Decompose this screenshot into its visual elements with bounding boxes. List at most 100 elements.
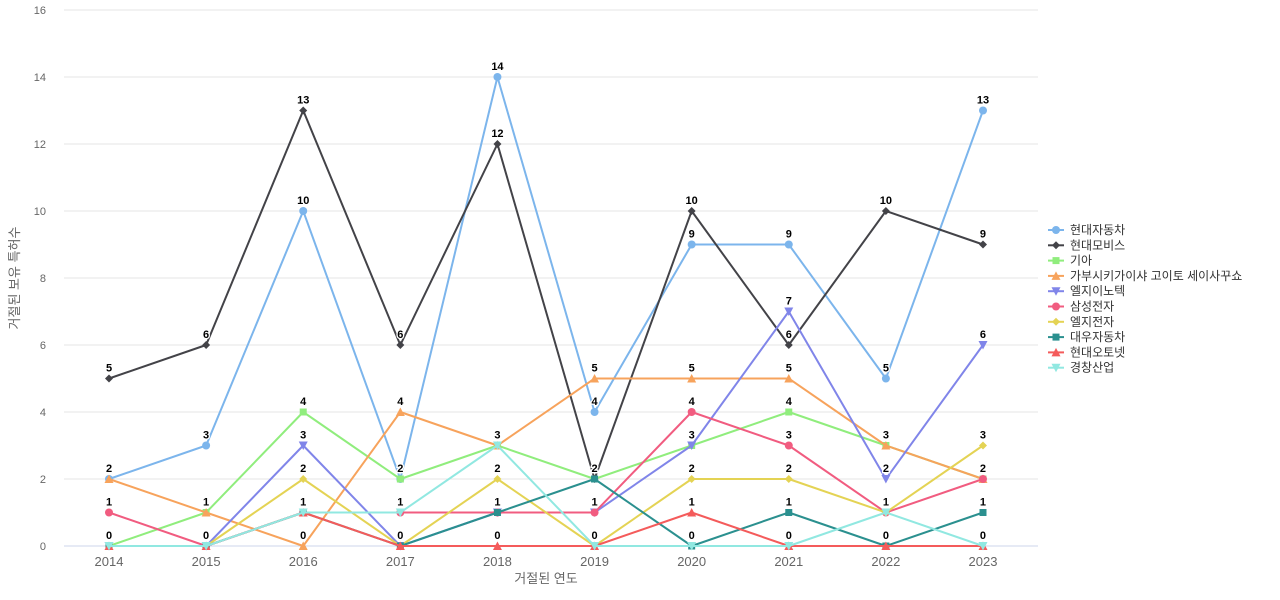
data-point-marker[interactable]: [978, 341, 988, 350]
data-point-marker[interactable]: [978, 475, 987, 483]
data-point-marker[interactable]: [978, 106, 987, 115]
legend-marker-symbol[interactable]: [1052, 317, 1060, 326]
data-point-marker[interactable]: [881, 475, 891, 484]
legend-item-현대오토넷[interactable]: 현대오토넷: [1048, 345, 1125, 359]
data-label: 1: [786, 497, 792, 509]
data-point-marker[interactable]: [784, 441, 793, 450]
data-point-marker[interactable]: [784, 542, 794, 551]
data-point-marker[interactable]: [687, 542, 697, 551]
data-label: 2: [689, 463, 695, 475]
legend-marker-symbol[interactable]: [1052, 241, 1060, 250]
data-point-marker[interactable]: [298, 541, 308, 551]
data-label: 2: [106, 463, 112, 475]
legend-marker-symbol[interactable]: [1051, 363, 1061, 373]
data-point-marker[interactable]: [201, 508, 211, 517]
data-point-marker[interactable]: [978, 542, 988, 551]
data-point-marker[interactable]: [784, 307, 794, 317]
data-point-marker[interactable]: [687, 508, 697, 517]
data-point-marker[interactable]: [784, 240, 793, 249]
legend-item-경창산업[interactable]: 경창산업: [1048, 361, 1114, 375]
data-point-marker[interactable]: [687, 240, 696, 249]
data-point-marker[interactable]: [978, 441, 987, 450]
data-point-marker[interactable]: [590, 408, 599, 416]
data-point-marker[interactable]: [687, 374, 697, 383]
series-line: [108, 411, 984, 547]
legend-marker-symbol[interactable]: [1051, 271, 1061, 280]
data-point-marker[interactable]: [299, 408, 307, 416]
data-point-marker[interactable]: [881, 207, 890, 215]
data-point-marker[interactable]: [785, 509, 793, 516]
data-point-marker[interactable]: [105, 374, 113, 383]
data-point-marker[interactable]: [395, 407, 405, 417]
data-point-marker[interactable]: [104, 542, 114, 551]
legend-item-가부시키가이샤 고이토 세이사꾸쇼[interactable]: 가부시키가이샤 고이토 세이사꾸쇼: [1048, 269, 1242, 283]
data-point-marker[interactable]: [979, 509, 987, 516]
data-label: 3: [786, 430, 792, 442]
legend-item-엘지이노텍[interactable]: 엘지이노텍: [1048, 284, 1125, 298]
data-label: 6: [980, 329, 986, 341]
data-point-marker[interactable]: [395, 508, 405, 518]
data-point-marker[interactable]: [492, 541, 502, 551]
legend-marker-symbol[interactable]: [1052, 302, 1060, 311]
data-label: 1: [397, 497, 403, 509]
data-point-marker[interactable]: [105, 508, 113, 517]
data-point-marker[interactable]: [881, 441, 891, 450]
data-point-marker[interactable]: [687, 207, 696, 215]
legend-item-엘지전자[interactable]: 엘지전자: [1048, 315, 1114, 329]
legend-item-삼성전자[interactable]: 삼성전자: [1048, 300, 1114, 314]
data-point-marker[interactable]: [784, 374, 794, 383]
legend-item-대우자동차[interactable]: 대우자동차: [1048, 330, 1125, 344]
legend-item-현대모비스[interactable]: 현대모비스: [1048, 238, 1125, 252]
series-group: [104, 73, 988, 551]
data-point-marker[interactable]: [590, 374, 600, 383]
data-point-marker[interactable]: [784, 475, 793, 483]
legend-marker-symbol[interactable]: [1052, 257, 1060, 265]
data-label: 0: [203, 530, 209, 542]
series-line: [108, 76, 984, 480]
data-label: 0: [397, 530, 403, 542]
data-point-marker[interactable]: [299, 207, 308, 215]
data-point-marker[interactable]: [591, 475, 599, 483]
data-point-marker[interactable]: [299, 475, 308, 483]
data-point-marker[interactable]: [396, 475, 404, 483]
data-point-marker[interactable]: [492, 441, 502, 451]
legend-marker-symbol[interactable]: [1051, 287, 1061, 296]
data-point-marker[interactable]: [395, 541, 405, 551]
data-point-marker[interactable]: [590, 542, 600, 551]
data-label: 0: [300, 530, 306, 542]
data-label: 0: [689, 530, 695, 542]
legend-item-현대자동차[interactable]: 현대자동차: [1048, 223, 1125, 237]
data-label: 10: [686, 195, 698, 207]
data-point-marker[interactable]: [493, 73, 502, 81]
data-point-marker[interactable]: [687, 441, 697, 451]
data-label: 1: [300, 497, 306, 509]
data-point-marker[interactable]: [881, 374, 890, 383]
legend-marker-symbol[interactable]: [1052, 226, 1060, 234]
legend-marker-symbol[interactable]: [1051, 347, 1061, 357]
data-point-marker[interactable]: [590, 508, 599, 517]
data-point-marker[interactable]: [493, 140, 502, 148]
data-point-marker[interactable]: [687, 475, 696, 483]
data-point-marker[interactable]: [104, 474, 114, 484]
legend-item-기아[interactable]: 기아: [1048, 254, 1092, 268]
data-point-marker[interactable]: [687, 408, 696, 416]
data-point-marker[interactable]: [881, 541, 891, 551]
data-point-marker[interactable]: [299, 106, 308, 115]
data-point-marker[interactable]: [201, 542, 211, 551]
y-tick-label: 10: [34, 206, 46, 218]
data-point-marker[interactable]: [298, 441, 308, 451]
data-point-marker[interactable]: [881, 508, 891, 518]
data-point-marker[interactable]: [202, 341, 211, 349]
legend-marker-symbol[interactable]: [1052, 333, 1060, 341]
data-point-marker[interactable]: [298, 508, 308, 518]
data-label: 5: [883, 363, 889, 375]
data-point-marker[interactable]: [493, 475, 502, 483]
data-point-marker[interactable]: [785, 408, 793, 416]
data-point-marker[interactable]: [396, 341, 405, 349]
x-tick-label: 2016: [289, 554, 318, 569]
data-point-marker[interactable]: [784, 341, 793, 349]
data-point-marker[interactable]: [978, 240, 987, 249]
series-line: [108, 444, 984, 547]
data-point-marker[interactable]: [493, 509, 501, 516]
data-point-marker[interactable]: [202, 441, 211, 450]
